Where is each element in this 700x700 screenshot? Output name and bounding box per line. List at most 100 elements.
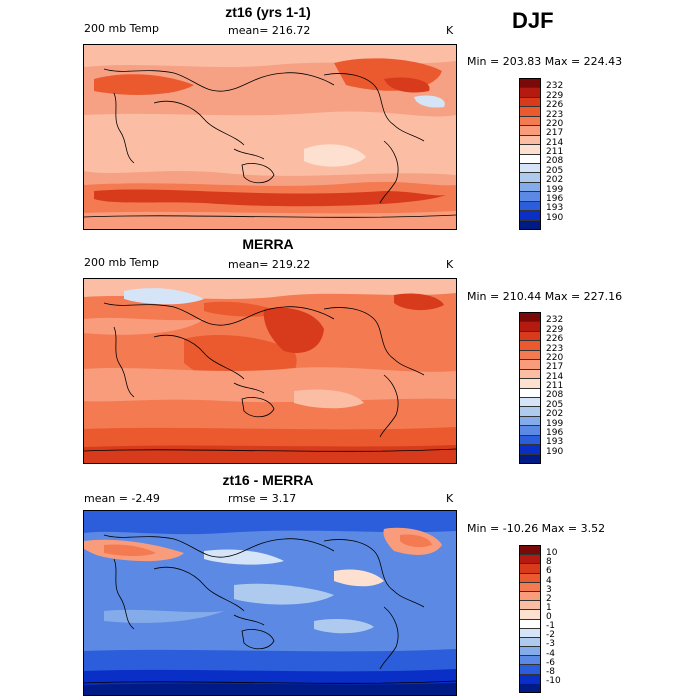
- colorbar-tick-label: 214: [546, 371, 564, 382]
- panel1-contour-fills: [84, 45, 456, 229]
- colorbar-tick-label: 211: [546, 381, 564, 391]
- colorbar-tick-label: 208: [546, 156, 564, 167]
- colorbar-swatch: [520, 407, 540, 417]
- colorbar-swatch: [520, 126, 540, 136]
- colorbar-tick-label: 8: [546, 557, 552, 568]
- colorbar-swatch: [520, 154, 540, 164]
- colorbar-tick-label: -8: [546, 666, 555, 677]
- colorbar-tick-label: 2: [546, 593, 552, 604]
- panel1-map: [83, 44, 457, 230]
- colorbar-tick-label: 199: [546, 184, 564, 195]
- panel2-units: K: [446, 258, 454, 271]
- colorbar-tick-label: 193: [546, 203, 564, 214]
- colorbar-swatch: [520, 350, 540, 361]
- colorbar-tick-label: 202: [546, 409, 564, 420]
- panel3-mean-label: mean = -2.49: [84, 492, 160, 505]
- colorbar-swatch: [520, 145, 540, 155]
- colorbar-tick-label: 1: [546, 602, 552, 613]
- colorbar-tick-label: -3: [546, 639, 555, 650]
- colorbar-tick-label: 196: [546, 427, 564, 438]
- colorbar-tick-label: 223: [546, 343, 564, 354]
- colorbar-swatch: [520, 331, 540, 342]
- colorbar-tick-label: 190: [546, 446, 564, 457]
- panel3-coastlines: [84, 534, 456, 684]
- colorbar-swatch: [520, 674, 540, 684]
- panel3-contour-fills: [84, 511, 456, 695]
- colorbar-swatch: [520, 426, 540, 436]
- colorbar-tick-label: 226: [546, 100, 564, 111]
- colorbar-swatch: [520, 388, 540, 398]
- colorbar-tick-label: 229: [546, 324, 564, 335]
- colorbar-swatch: [520, 546, 540, 556]
- panel3-units: K: [446, 492, 454, 505]
- panel2-minmax: Min = 210.44 Max = 227.16: [467, 290, 623, 303]
- colorbar-tick-label: -4: [546, 648, 555, 659]
- colorbar-tick-label: 232: [546, 315, 564, 326]
- panel1-title: zt16 (yrs 1-1): [225, 4, 311, 20]
- colorbar-tick-label: 226: [546, 334, 564, 345]
- colorbar-tick-label: 220: [546, 118, 564, 129]
- panel3-rmse-label: rmse = 3.17: [228, 492, 297, 505]
- colorbar-swatch: [520, 637, 540, 648]
- colorbar-swatch: [520, 435, 540, 446]
- panel1-minmax: Min = 203.83 Max = 224.43: [467, 55, 623, 68]
- colorbar-swatch: [520, 173, 540, 183]
- colorbar-swatch: [520, 454, 540, 463]
- colorbar-tick-label: 208: [546, 390, 564, 401]
- panel2-coastlines: [84, 302, 456, 452]
- colorbar-tick-label: 223: [546, 109, 564, 120]
- colorbar-swatch: [520, 591, 540, 602]
- panel2-mean-label: mean= 219.22: [228, 258, 311, 271]
- colorbar-swatch: [520, 182, 540, 193]
- colorbar-swatch: [520, 647, 540, 657]
- colorbar-swatch: [520, 313, 540, 323]
- colorbar-tick-label: 205: [546, 165, 564, 176]
- colorbar-swatch: [520, 360, 540, 370]
- colorbar-swatch: [520, 116, 540, 127]
- panel1-mean-label: mean= 216.72: [228, 24, 311, 37]
- colorbar-swatch: [520, 628, 540, 638]
- colorbar-swatch: [520, 610, 540, 620]
- colorbar-swatch: [520, 555, 540, 565]
- colorbar-swatch: [520, 665, 540, 675]
- colorbar-swatch: [520, 341, 540, 351]
- panel3-colorbar-ticks: 10 8 6 4 3 2 1 0 -1 -2 -3 -4 -6 -8 -10: [546, 545, 586, 691]
- panel3-minmax: Min = -10.26 Max = 3.52: [467, 522, 606, 535]
- panel2-title: MERRA: [242, 236, 294, 252]
- colorbar-swatch: [520, 79, 540, 89]
- panel2-field-label: 200 mb Temp: [84, 256, 160, 269]
- panel2-contour-fills: [84, 279, 456, 463]
- panel2-colorbar-ticks: 232 229 226 223 220 217 214 211 208 205 202 199 196 1…: [546, 312, 586, 462]
- colorbar-tick-label: 10: [546, 548, 558, 559]
- panel1-field-label: 200 mb Temp: [84, 22, 160, 35]
- colorbar-swatch: [520, 192, 540, 202]
- colorbar-swatch: [520, 97, 540, 108]
- colorbar-swatch: [520, 322, 540, 332]
- colorbar-swatch: [520, 369, 540, 380]
- colorbar-tick-label: -6: [546, 657, 555, 668]
- colorbar-swatch: [520, 564, 540, 574]
- panel2-colorbar: [519, 312, 541, 464]
- colorbar-swatch: [520, 656, 540, 666]
- colorbar-tick-label: 199: [546, 418, 564, 429]
- panel1-colorbar-ticks: 232 229 226 223 220 217 214 211 208 205 202 199 196 1…: [546, 78, 586, 228]
- colorbar-tick-label: 205: [546, 399, 564, 410]
- colorbar-tick-label: -2: [546, 630, 555, 641]
- panel1-colorbar: [519, 78, 541, 230]
- colorbar-tick-label: 229: [546, 90, 564, 101]
- colorbar-tick-label: 190: [546, 212, 564, 223]
- colorbar-tick-label: 217: [546, 128, 564, 139]
- panel1-units: K: [446, 24, 454, 37]
- panel1-coastlines: [84, 68, 456, 218]
- colorbar-swatch: [520, 573, 540, 583]
- colorbar-swatch: [520, 416, 540, 427]
- colorbar-tick-label: 214: [546, 137, 564, 148]
- colorbar-swatch: [520, 619, 540, 629]
- colorbar-swatch: [520, 582, 540, 592]
- colorbar-tick-label: 0: [546, 612, 552, 622]
- colorbar-tick-label: -10: [546, 675, 561, 686]
- colorbar-tick-label: 3: [546, 584, 552, 595]
- colorbar-tick-label: -1: [546, 621, 555, 632]
- colorbar-tick-label: 196: [546, 193, 564, 204]
- colorbar-tick-label: 202: [546, 175, 564, 186]
